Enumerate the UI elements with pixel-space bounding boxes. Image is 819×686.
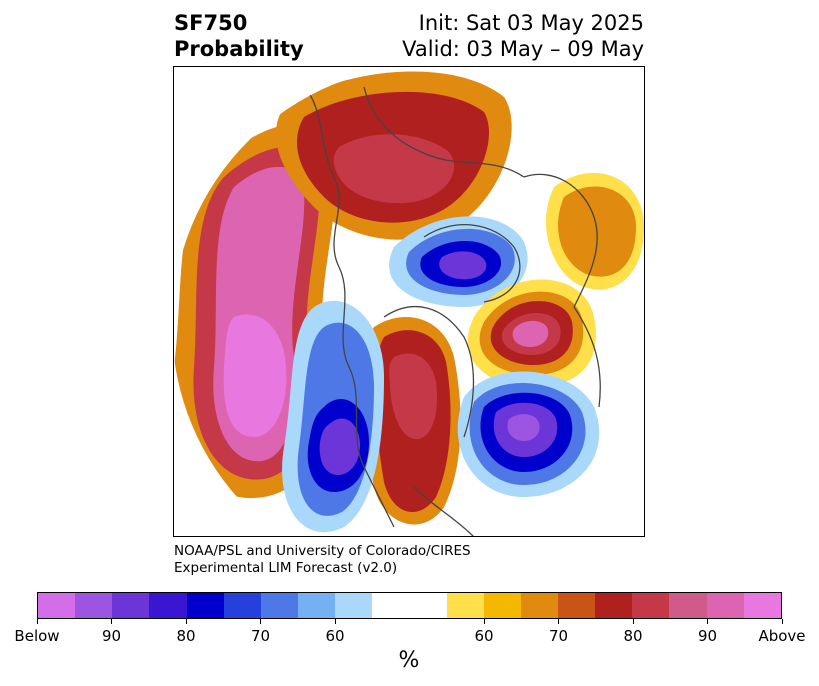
colorbar-label: 90 [101, 627, 122, 645]
colorbar-segment [38, 593, 76, 618]
colorbar-tick [707, 619, 708, 624]
pacific-above-anomaly [174, 124, 337, 499]
credit-line-1: NOAA/PSL and University of Colorado/CIRE… [174, 543, 471, 559]
atlantic-below-anomaly [457, 371, 600, 497]
credit-text: NOAA/PSL and University of Colorado/CIRE… [174, 543, 471, 577]
forecast-dates: Init: Sat 03 May 2025 Valid: 03 May – 09… [402, 10, 644, 62]
colorbar-label: 70 [250, 627, 271, 645]
colorbar-segment [595, 593, 633, 618]
greenland-below-anomaly [389, 216, 528, 307]
colorbar-label: 80 [623, 627, 643, 645]
colorbar-segment [706, 593, 744, 618]
colorbar-segment [632, 593, 670, 618]
credit-line-2: Experimental LIM Forecast (v2.0) [174, 560, 398, 576]
asia-above-anomaly [545, 172, 644, 290]
coastlines [303, 86, 601, 536]
colorbar-tick [260, 619, 261, 624]
colorbar-tick [36, 619, 38, 624]
colorbar-segment [669, 593, 707, 618]
colorbar-segment [75, 593, 113, 618]
title-line-2: Probability [174, 37, 304, 61]
colorbar-label: 80 [176, 627, 196, 645]
colorbar-tick [558, 619, 559, 624]
colorbar-segment [743, 593, 781, 618]
colorbar-tick [185, 619, 187, 624]
colorbar-label: Above [758, 627, 806, 645]
colorbar-tick [483, 619, 485, 624]
westus-below-anomaly [282, 300, 384, 533]
colorbar-segment [557, 593, 596, 618]
title-line-1: SF750 [174, 11, 248, 35]
colorbar-label: 60 [474, 627, 494, 645]
colorbar-segment [409, 593, 447, 618]
colorbar-segment [260, 593, 298, 618]
colorbar-tick [781, 619, 783, 624]
colorbar-segment [446, 593, 484, 618]
colorbar-segment [149, 593, 187, 618]
colorbar-tick [334, 619, 336, 624]
colorbar-tick [111, 619, 112, 624]
colorbar-label: 60 [325, 627, 345, 645]
valid-range: Valid: 03 May – 09 May [402, 37, 644, 61]
europe-above-anomaly [467, 279, 596, 387]
colorbar-tick [632, 619, 634, 624]
colorbar-unit: % [398, 648, 420, 673]
init-date: Init: Sat 03 May 2025 [418, 11, 644, 35]
colorbar-label: 70 [548, 627, 569, 645]
colorbar-segment [520, 593, 558, 618]
probability-field [174, 71, 644, 536]
polar-map [173, 66, 645, 537]
colorbar-segment [297, 593, 336, 618]
colorbar [37, 592, 782, 619]
colorbar-segment [186, 593, 224, 618]
colorbar-segment [372, 593, 410, 618]
northamerica-above-anomaly [362, 317, 461, 525]
colorbar-segment [335, 593, 373, 618]
colorbar-segment [483, 593, 521, 618]
map-title: SF750 Probability [174, 10, 304, 62]
colorbar-label: Below [14, 627, 60, 645]
arctic-above-anomaly [275, 71, 512, 240]
colorbar-segment [223, 593, 261, 618]
colorbar-segment [112, 593, 150, 618]
colorbar-label: 90 [697, 627, 718, 645]
